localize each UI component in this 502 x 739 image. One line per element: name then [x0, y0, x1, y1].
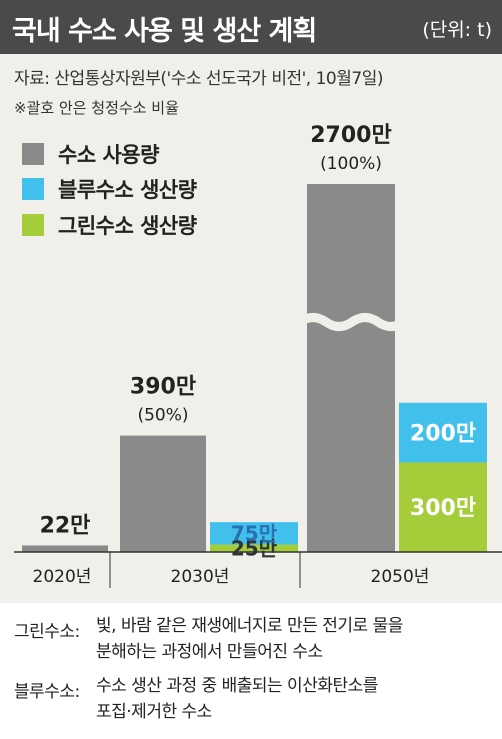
legend-green: 그린수소 생산량: [22, 211, 197, 239]
legend-usage: 수소 사용량: [22, 140, 159, 168]
chart-title: 국내 수소 사용 및 생산 계획: [12, 16, 317, 47]
bar-usage-0: [22, 545, 108, 552]
source-text: 자료: 산업통상자원부('수소 선도국가 비전', 10월7일): [14, 69, 383, 89]
bar-usage-2: [307, 184, 395, 552]
x-tick-2: 2050년: [371, 567, 430, 587]
label-usage-0: 22만: [40, 513, 91, 538]
footnote-blue-line1: 수소 생산 과정 중 배출되는 이산화탄소를: [96, 676, 378, 696]
legend-blue-swatch: [22, 178, 44, 200]
header-bar: 국내 수소 사용 및 생산 계획 (단위: t): [0, 0, 502, 54]
legend-green-swatch: [22, 214, 44, 236]
note-text: ※괄호 안은 청정수소 비율: [14, 99, 179, 117]
legend-usage-label: 수소 사용량: [58, 143, 159, 167]
footnote-blue: 블루수소: 수소 생산 과정 중 배출되는 이산화탄소를 포집·제거한 수소: [14, 676, 378, 725]
bar-green-2: [399, 462, 487, 552]
label-green-1: 25만: [231, 536, 278, 560]
label-usage-ratio-2: (100%): [320, 154, 382, 174]
bar-usage-1: [120, 435, 206, 552]
legend-usage-swatch: [22, 143, 44, 165]
label-usage-2: 2700만: [310, 123, 391, 148]
bar-blue-1: [210, 522, 298, 545]
footnote-green-line2: 분해하는 과정에서 만들어진 수소: [96, 642, 323, 662]
footnote-blue-term: 블루수소:: [14, 682, 80, 702]
footnote-blue-line2: 포집·제거한 수소: [96, 702, 212, 722]
label-usage-ratio-1: (50%): [137, 406, 188, 426]
bar-blue-2: [399, 402, 487, 463]
footnote-panel: 그린수소: 빛, 바람 같은 재생에너지로 만든 전기로 물을 분해하는 과정에…: [0, 603, 502, 739]
footnote-green: 그린수소: 빛, 바람 같은 재생에너지로 만든 전기로 물을 분해하는 과정에…: [14, 616, 403, 665]
bar-green-1: [210, 544, 298, 552]
footnote-green-line1: 빛, 바람 같은 재생에너지로 만든 전기로 물을: [96, 616, 403, 636]
axis-break-mark: [297, 313, 414, 331]
legend-green-label: 그린수소 생산량: [58, 214, 197, 238]
label-blue-1: 75만: [231, 522, 278, 546]
label-usage-1: 390만: [130, 375, 196, 400]
legend-blue-label: 블루수소 생산량: [58, 178, 197, 202]
footnote-green-term: 그린수소:: [14, 622, 80, 642]
unit-label: (단위: t): [422, 19, 492, 41]
legend-blue: 블루수소 생산량: [22, 175, 197, 203]
label-green-2: 300만: [410, 496, 476, 521]
label-blue-2: 200만: [410, 422, 476, 447]
x-tick-0: 2020년: [33, 567, 92, 587]
x-tick-1: 2030년: [171, 567, 230, 587]
